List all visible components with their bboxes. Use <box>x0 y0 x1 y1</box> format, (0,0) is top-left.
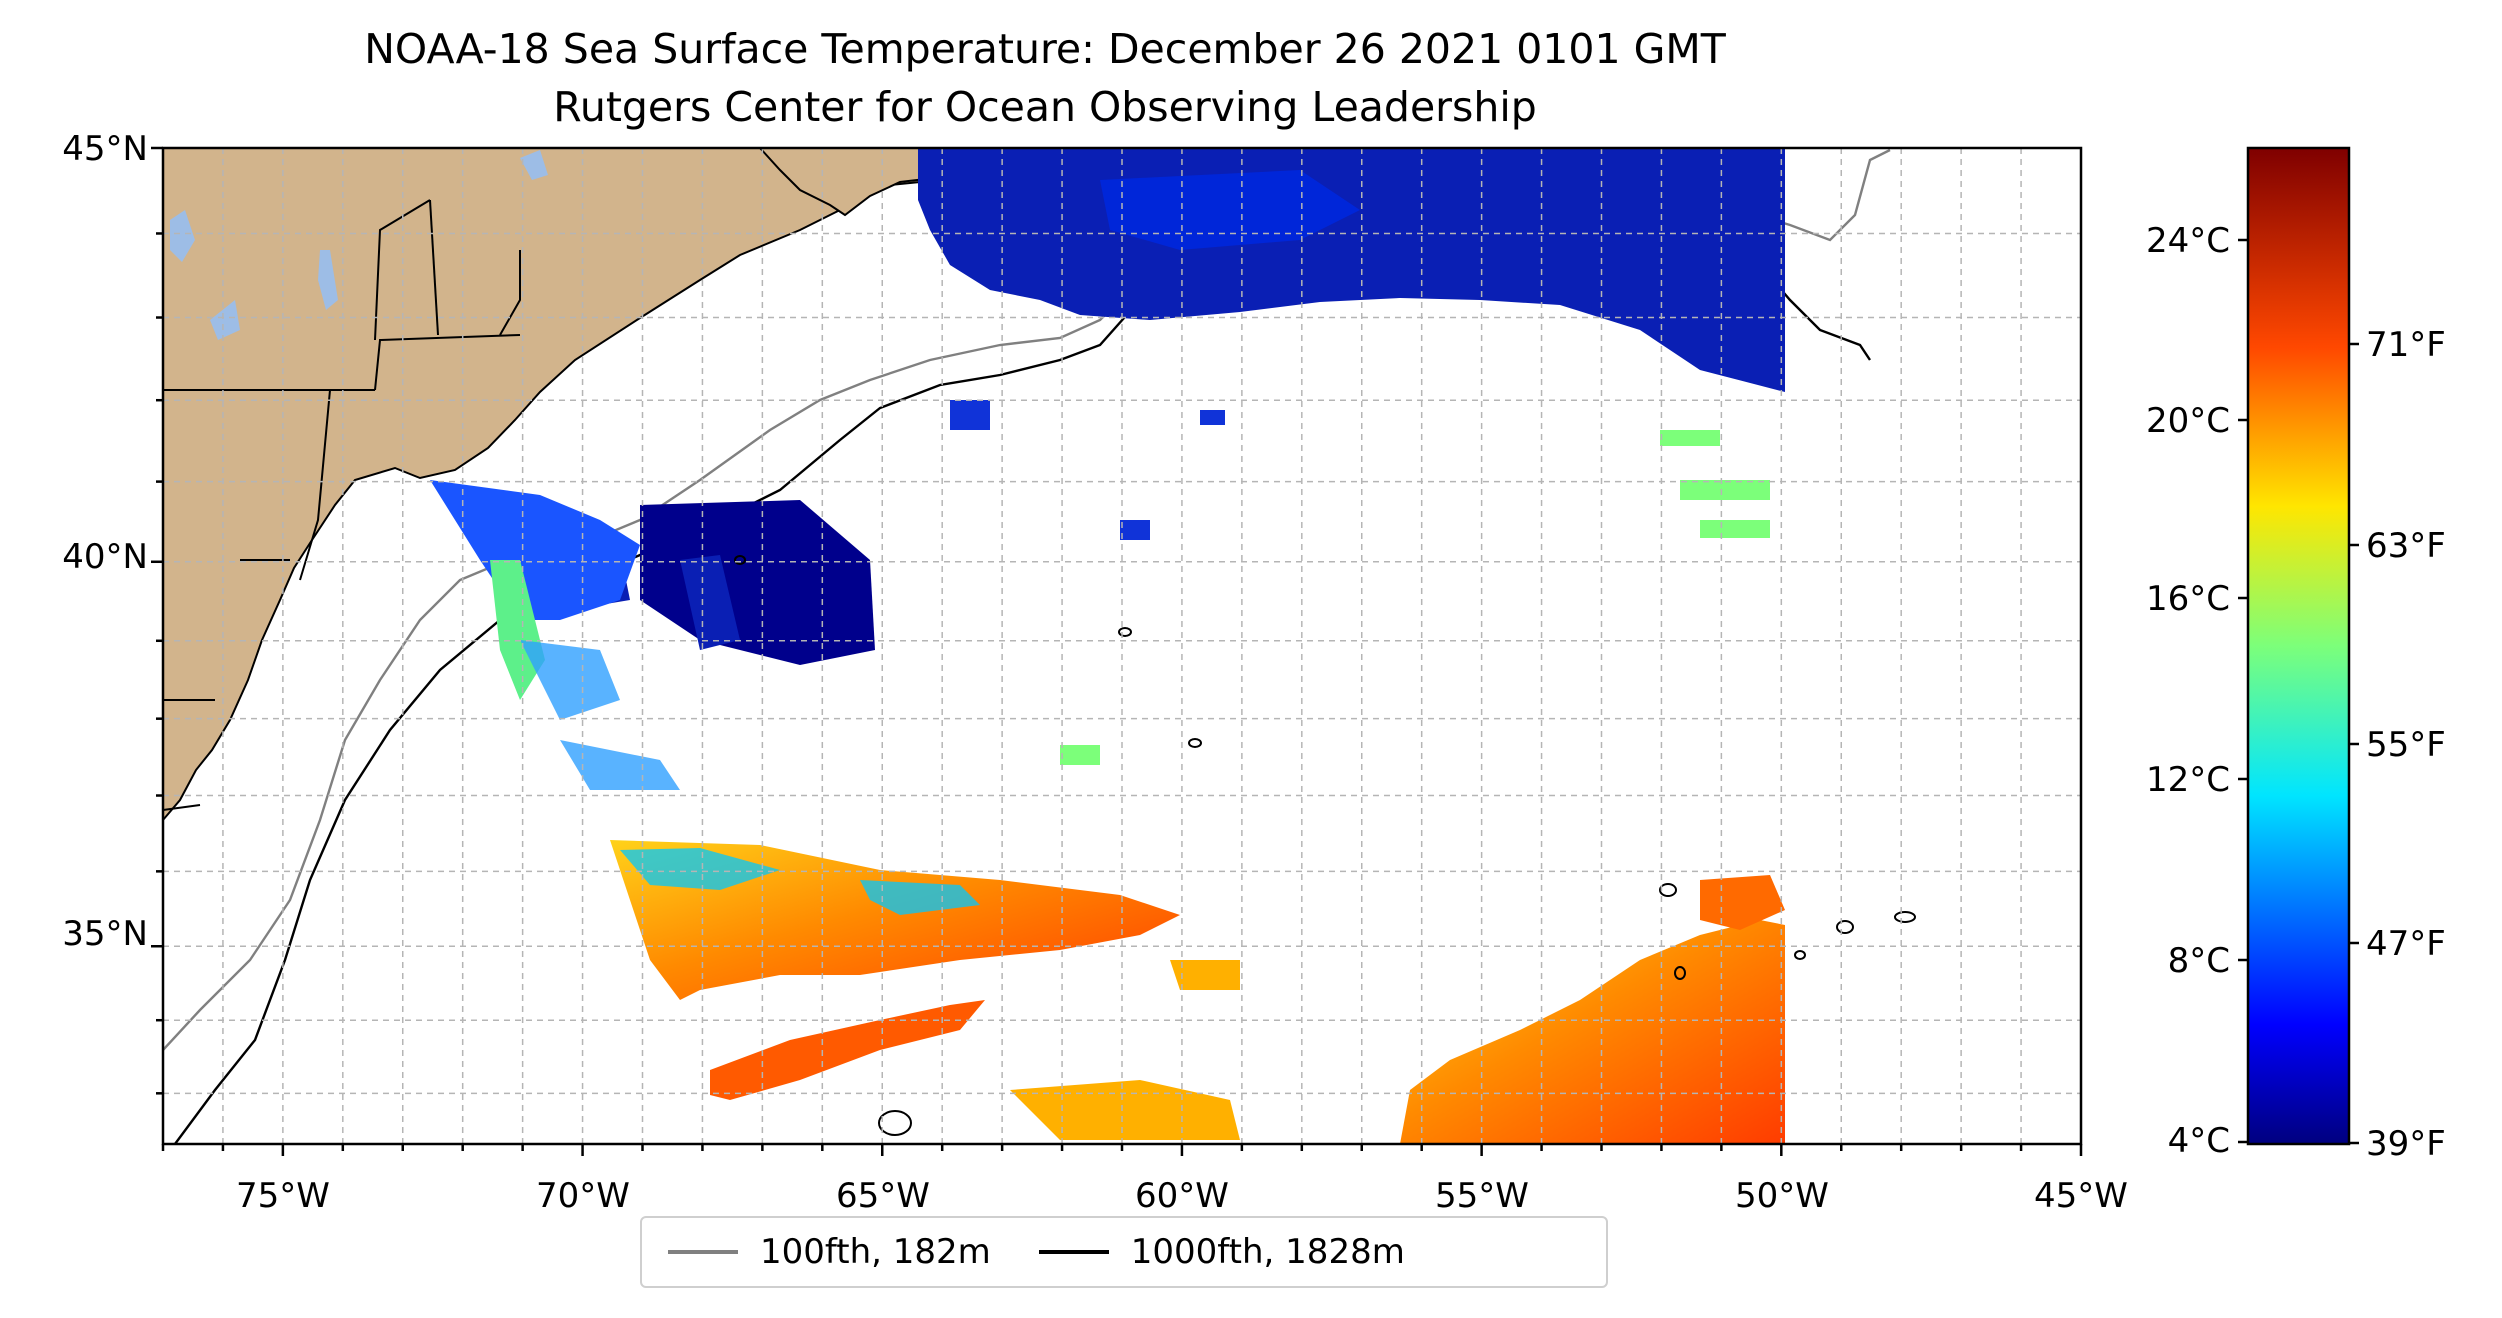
colorbar-celsius-ticks <box>2238 238 2248 1144</box>
lon-tick-label: 60°W <box>1135 1176 1229 1216</box>
sst-warm-swath <box>610 840 1180 1000</box>
lon-tick-label: 75°W <box>236 1176 330 1216</box>
celsius-label: 12°C <box>2146 760 2230 800</box>
lon-tick-labels: 75°W 70°W 65°W 60°W 55°W 50°W 45°W <box>236 1176 2128 1216</box>
colorbar <box>2246 146 2351 1146</box>
celsius-label: 20°C <box>2146 401 2230 441</box>
lon-tick-label: 70°W <box>536 1176 630 1216</box>
fahrenheit-label: 55°F <box>2366 725 2446 765</box>
sst-coastal-green <box>490 560 545 700</box>
legend-item-1000fth: 1000fth, 1828m <box>1038 1232 1405 1272</box>
map-gridlines <box>163 148 2081 1144</box>
sst-warm-southeast <box>1400 920 1785 1144</box>
lat-tick-label: 45°N <box>62 129 148 169</box>
celsius-label: 8°C <box>2168 941 2230 981</box>
lon-tick-label: 50°W <box>1735 1176 1829 1216</box>
celsius-label: 4°C <box>2168 1121 2230 1161</box>
celsius-label: 24°C <box>2146 221 2230 261</box>
sst-warm-streak <box>710 1000 985 1100</box>
land-mass <box>163 148 1031 822</box>
axis-ticks <box>151 146 2083 1156</box>
colorbar-celsius-labels: 24°C 20°C 16°C 12°C 8°C 4°C <box>2146 221 2230 1161</box>
legend-label: 100fth, 182m <box>760 1232 991 1272</box>
legend: 100fth, 182m 1000fth, 1828m <box>640 1216 1608 1288</box>
legend-swatch-black <box>1038 1250 1109 1254</box>
lon-tick-label: 65°W <box>836 1176 930 1216</box>
chart-title: NOAA-18 Sea Surface Temperature: Decembe… <box>364 25 1726 73</box>
lon-tick-label: 45°W <box>2034 1176 2128 1216</box>
fahrenheit-label: 63°F <box>2366 526 2446 566</box>
chart-subtitle: Rutgers Center for Ocean Observing Leade… <box>553 83 1537 131</box>
colorbar-fahrenheit-labels: 71°F 63°F 55°F 47°F 39°F <box>2366 325 2446 1164</box>
sst-warm-swath-blue <box>620 848 980 915</box>
map-area <box>163 148 2081 1144</box>
seamount-outlines <box>734 555 1916 1136</box>
sst-cold-patch-1 <box>1100 170 1360 250</box>
sst-coastal-strip <box>430 480 640 620</box>
fahrenheit-label: 47°F <box>2366 924 2446 964</box>
lat-tick-label: 35°N <box>62 914 148 954</box>
legend-item-100fth: 100fth, 182m <box>668 1232 991 1272</box>
colorbar-fahrenheit-ticks <box>2349 342 2359 1145</box>
sst-fragments <box>950 400 1225 540</box>
sst-swath-edge <box>520 640 680 790</box>
lat-tick-labels: 45°N 40°N 35°N <box>62 129 148 954</box>
fahrenheit-label: 39°F <box>2366 1124 2446 1164</box>
celsius-label: 16°C <box>2146 579 2230 619</box>
sst-green-fragments <box>1060 430 1770 765</box>
state-borders <box>163 199 521 811</box>
legend-swatch-gray <box>668 1250 738 1254</box>
fahrenheit-label: 71°F <box>2366 325 2446 365</box>
lon-tick-label: 55°W <box>1435 1176 1529 1216</box>
lat-tick-label: 40°N <box>62 537 148 577</box>
legend-label: 1000fth, 1828m <box>1130 1232 1405 1272</box>
